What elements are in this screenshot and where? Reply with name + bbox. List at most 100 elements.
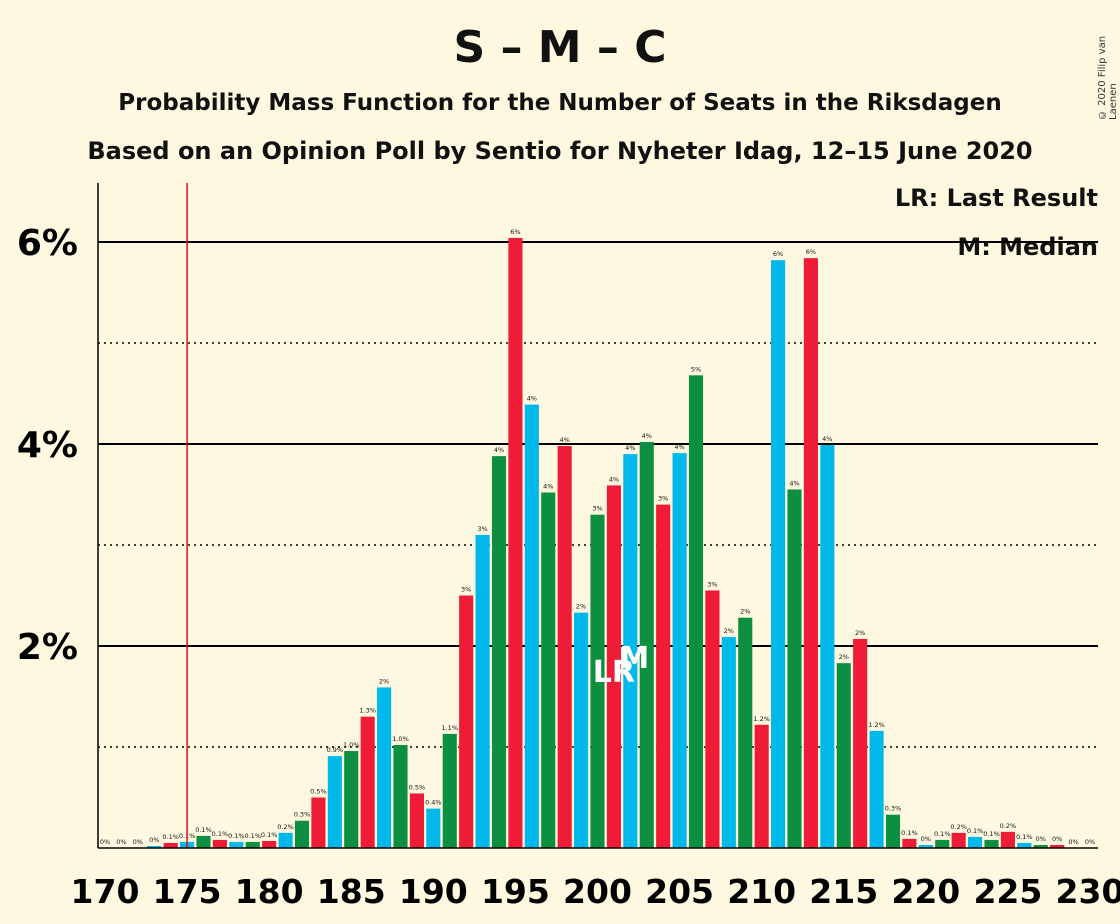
- bar-seat-189: [409, 793, 424, 848]
- bar-data-label: 0.1%: [983, 830, 1000, 838]
- bar-data-label: 0.2%: [950, 823, 967, 831]
- x-tick-label: 185: [317, 872, 386, 911]
- bar-seat-180: [262, 840, 277, 848]
- bar-data-label: 0.1%: [261, 831, 278, 839]
- bar-seat-227: [1033, 844, 1048, 848]
- bar-data-label: 0.4%: [425, 799, 442, 807]
- bar-seat-182: [294, 820, 310, 848]
- bar-data-label: 2%: [724, 627, 734, 635]
- bar-seat-211: [771, 260, 786, 848]
- bar-seat-216: [853, 638, 868, 848]
- y-tick-label: 4%: [17, 425, 78, 466]
- bar-data-label: 4%: [674, 443, 684, 451]
- bar-data-label: 4%: [642, 432, 652, 440]
- bar-seat-179: [245, 841, 260, 848]
- bar-data-label: 0.1%: [967, 827, 984, 835]
- bar-data-label: 2%: [855, 629, 865, 637]
- bar-seat-191: [442, 733, 457, 848]
- bar-data-label: 0%: [1052, 835, 1062, 843]
- bar-data-label: 0%: [1085, 838, 1095, 846]
- bar-data-label: 4%: [609, 475, 619, 483]
- bar-seat-185: [344, 751, 359, 848]
- bar-seat-181: [278, 832, 293, 848]
- bar-seat-209: [738, 617, 753, 848]
- bar-data-label: 1.0%: [343, 741, 360, 749]
- bar-data-label: 4%: [543, 482, 553, 490]
- bar-seat-203: [639, 441, 654, 848]
- bar-seat-217: [869, 730, 884, 848]
- x-tick-label: 170: [71, 872, 140, 911]
- bar-seat-196: [524, 404, 539, 848]
- bar-data-label: 0%: [1036, 835, 1046, 843]
- bar-seat-199: [574, 612, 589, 848]
- bar-seat-187: [377, 687, 392, 848]
- bar-data-label: 3%: [658, 495, 668, 503]
- bar-seat-224: [984, 839, 999, 848]
- bar-data-label: 2%: [740, 608, 750, 616]
- x-tick-label: 205: [645, 872, 714, 911]
- bar-data-label: 0%: [133, 838, 143, 846]
- bar-data-label: 2%: [839, 653, 849, 661]
- chart-subtitle-2: Based on an Opinion Poll by Sentio for N…: [87, 137, 1033, 165]
- bar-seat-220: [918, 844, 933, 848]
- bar-seat-183: [311, 797, 326, 848]
- x-tick-label: 180: [235, 872, 304, 911]
- bar-seat-204: [656, 504, 671, 848]
- bar-data-label: 3%: [592, 505, 602, 513]
- bar-data-label: 6%: [773, 250, 783, 258]
- bar-data-label: 1.3%: [359, 707, 376, 715]
- bar-data-label: 4%: [822, 435, 832, 443]
- bar-seat-206: [688, 375, 704, 848]
- bar-data-label: 0.3%: [294, 811, 311, 819]
- bar-seat-225: [1000, 831, 1015, 848]
- bar-data-label: 0.1%: [162, 833, 179, 841]
- bar-seat-178: [229, 841, 244, 848]
- bar-data-label: 5%: [691, 365, 701, 373]
- x-tick-label: 215: [809, 872, 878, 911]
- bar-seat-226: [1017, 842, 1032, 848]
- bar-data-label: 3%: [461, 586, 471, 594]
- bar-seat-195: [508, 237, 523, 848]
- bar-seat-177: [212, 839, 227, 848]
- bar-data-label: 0.1%: [228, 832, 245, 840]
- bar-data-label: 3%: [707, 580, 717, 588]
- bar-data-label: 0%: [116, 838, 126, 846]
- bar-seat-219: [902, 838, 917, 848]
- bar-data-label: 3%: [477, 525, 487, 533]
- legend-median: M: Median: [957, 233, 1098, 261]
- bar-seat-221: [935, 839, 950, 848]
- bar-data-label: 4%: [527, 395, 537, 403]
- chart-subtitle: Probability Mass Function for the Number…: [118, 90, 1002, 116]
- bar-data-label: 0.1%: [212, 830, 229, 838]
- bar-data-label: 1.2%: [753, 715, 770, 723]
- bar-data-label: 6%: [806, 248, 816, 256]
- bar-seat-228: [1050, 844, 1065, 848]
- bar-seat-198: [557, 446, 572, 848]
- bar-seat-201: [606, 485, 621, 848]
- bar-seat-186: [360, 716, 375, 848]
- bar-seat-223: [968, 836, 983, 848]
- bar-data-label: 0.1%: [195, 826, 212, 834]
- x-tick-label: 190: [399, 872, 468, 911]
- bar-seat-214: [820, 445, 835, 848]
- bar-seat-184: [327, 756, 342, 848]
- bar-data-label: 0%: [149, 836, 159, 844]
- bar-data-label: 0.1%: [901, 829, 918, 837]
- bar-seat-222: [951, 832, 966, 848]
- bar-seat-208: [721, 636, 736, 848]
- bar-seat-200: [590, 514, 605, 848]
- bar-data-label: 0.5%: [409, 783, 426, 791]
- legend-last-result: LR: Last Result: [894, 184, 1098, 212]
- last-result-marker: LR: [593, 655, 635, 690]
- bar-seat-197: [541, 492, 556, 848]
- x-tick-label: 175: [153, 872, 222, 911]
- bar-data-label: 2%: [379, 677, 389, 685]
- x-tick-label: 195: [481, 872, 550, 911]
- bar-data-label: 0%: [100, 838, 110, 846]
- x-tick-label: 220: [891, 872, 960, 911]
- bar-seat-173: [147, 845, 162, 848]
- chart-title: S – M – C: [453, 22, 667, 73]
- bar-data-label: 1.2%: [868, 721, 885, 729]
- bar-data-label: 6%: [510, 228, 520, 236]
